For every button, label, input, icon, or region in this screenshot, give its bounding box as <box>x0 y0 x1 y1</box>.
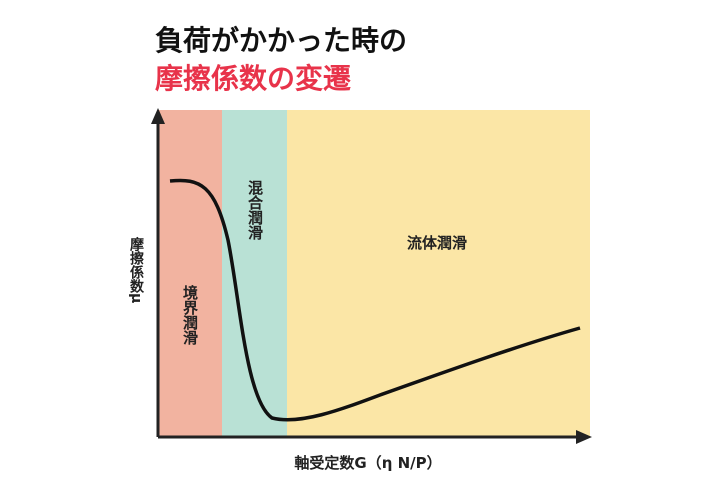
friction-curve <box>169 178 581 422</box>
x-axis-arrow <box>576 430 592 444</box>
x-axis-label: 軸受定数G（η N/P） <box>294 454 441 472</box>
fluid-region <box>287 110 590 437</box>
y-axis-arrow <box>151 108 165 124</box>
boundary-region <box>158 110 222 437</box>
title-line1: 負荷がかかった時の <box>155 24 407 57</box>
region-label: 流体潤滑 <box>407 234 467 252</box>
region-label: 混合潤滑 <box>246 180 264 241</box>
title-line2: 摩擦係数の変遷 <box>155 62 351 95</box>
region-label: 境界潤滑 <box>181 284 199 346</box>
y-axis-label: 摩擦係数μ <box>128 236 144 303</box>
